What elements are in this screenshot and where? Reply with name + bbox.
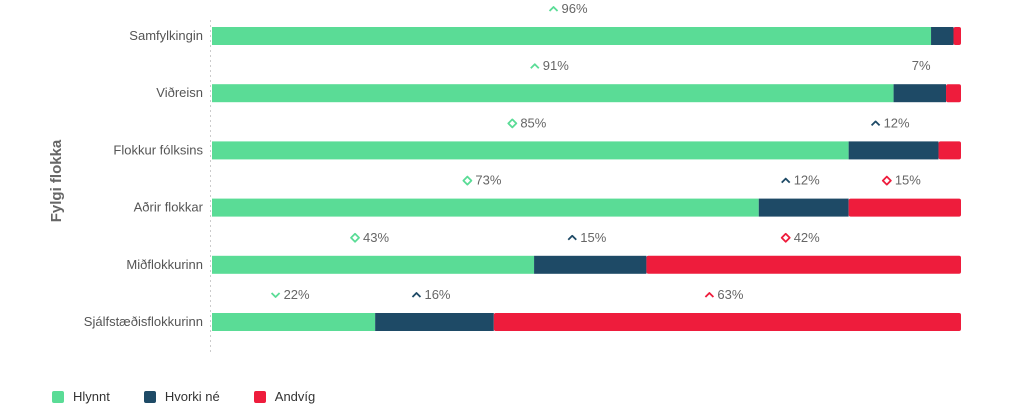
value-marker-mi-flokkurinn-hvorki-ne <box>567 234 577 241</box>
value-marker-a-rir-flokkar-hlynnt <box>462 175 473 186</box>
legend-item-hlynnt[interactable]: Hlynnt <box>52 389 110 404</box>
legend-item-hvorki-ne[interactable]: Hvorki né <box>143 389 220 404</box>
bar-samfylkingin-hlynnt[interactable] <box>212 27 932 45</box>
bar-mi-flokkurinn-hlynnt[interactable] <box>212 255 535 274</box>
bar-vi-reisn-hlynnt[interactable] <box>212 84 894 103</box>
bar-vi-reisn-andvi-g[interactable] <box>946 84 961 103</box>
value-marker-sja-lfst-isflokkurinn-andvi-g <box>704 292 715 298</box>
value-label-a-rir-flokkar-hvorki-ne: 12% <box>794 173 820 188</box>
legend-swatch-andvig <box>253 390 266 403</box>
legend-swatch-hlynnt <box>52 390 64 403</box>
value-marker-flokkur-fo-lksins-hlynnt <box>507 118 518 129</box>
bar-flokkur-fo-lksins-hvorki-ne[interactable] <box>848 141 939 160</box>
value-label-sja-lfst-isflokkurinn-hvorki-ne: 16% <box>424 287 450 302</box>
value-label-vi-reisn-hvorki-ne: 7% <box>912 58 931 73</box>
legend-item-andvig[interactable]: Andvíg <box>253 389 316 404</box>
bar-flokkur-fo-lksins-hlynnt[interactable] <box>212 141 849 160</box>
stacked-bar-chart: Fylgi flokka Samfylkingin 96% Viðreisn 91% 7… <box>48 1 961 352</box>
value-marker-sja-lfst-isflokkurinn-hlynnt <box>270 292 281 298</box>
value-marker-flokkur-fo-lksins-hvorki-ne <box>870 120 881 127</box>
value-marker-vi-reisn-hlynnt <box>530 63 540 69</box>
bar-mi-flokkurinn-hvorki-ne[interactable] <box>534 255 647 274</box>
value-label-samfylkingin-hlynnt: 96% <box>562 1 588 16</box>
legend-label-hvorki-ne: Hvorki né <box>164 389 220 404</box>
category-label-flokkur-fo-lksins: Flokkur fólksins <box>113 142 203 157</box>
legend-swatch-hvorki-ne <box>143 390 156 403</box>
bar-samfylkingin-hvorki-ne[interactable] <box>931 27 954 45</box>
bar-flokkur-fo-lksins-andvi-g[interactable] <box>938 141 961 160</box>
value-label-a-rir-flokkar-hlynnt: 73% <box>475 173 501 188</box>
value-marker-mi-flokkurinn-hlynnt <box>350 232 360 243</box>
bar-samfylkingin-andvi-g[interactable] <box>953 27 961 45</box>
bar-a-rir-flokkar-hvorki-ne[interactable] <box>758 198 849 217</box>
category-label-mi-flokkurinn: Miðflokkurinn <box>126 257 203 272</box>
category-label-sja-lfst-isflokkurinn: Sjálfstæðisflokkurinn <box>84 314 203 329</box>
value-marker-a-rir-flokkar-hvorki-ne <box>781 177 791 184</box>
bar-vi-reisn-hvorki-ne[interactable] <box>893 84 947 103</box>
y-axis-label: Fylgi flokka <box>48 139 65 222</box>
bar-sja-lfst-isflokkurinn-andvi-g[interactable] <box>493 313 961 331</box>
value-label-flokkur-fo-lksins-hvorki-ne: 12% <box>884 115 910 130</box>
legend: Hlynnt Hvorki né Andvíg <box>52 389 315 404</box>
legend-label-andvig: Andvíg <box>274 389 316 404</box>
bar-a-rir-flokkar-andvi-g[interactable] <box>848 198 961 217</box>
value-marker-sja-lfst-isflokkurinn-hvorki-ne <box>411 292 422 298</box>
legend-label-hlynnt: Hlynnt <box>73 389 110 404</box>
category-label-a-rir-flokkar: Aðrir flokkar <box>134 200 204 215</box>
value-label-sja-lfst-isflokkurinn-hlynnt: 22% <box>284 287 310 302</box>
value-marker-samfylkingin-hlynnt <box>548 6 559 12</box>
value-label-a-rir-flokkar-andvi-g: 15% <box>895 173 921 188</box>
value-label-vi-reisn-hlynnt: 91% <box>543 58 569 73</box>
value-label-mi-flokkurinn-andvi-g: 42% <box>794 230 820 245</box>
value-label-sja-lfst-isflokkurinn-andvi-g: 63% <box>717 287 743 302</box>
bar-sja-lfst-isflokkurinn-hlynnt[interactable] <box>212 313 376 331</box>
value-marker-mi-flokkurinn-andvi-g <box>780 232 791 243</box>
bar-sja-lfst-isflokkurinn-hvorki-ne[interactable] <box>375 313 494 331</box>
value-label-mi-flokkurinn-hlynnt: 43% <box>363 230 389 245</box>
bar-a-rir-flokkar-hlynnt[interactable] <box>212 198 759 217</box>
value-label-mi-flokkurinn-hvorki-ne: 15% <box>580 230 606 245</box>
value-label-flokkur-fo-lksins-hlynnt: 85% <box>520 115 546 130</box>
value-marker-a-rir-flokkar-andvi-g <box>881 175 892 186</box>
bar-mi-flokkurinn-andvi-g[interactable] <box>646 255 961 274</box>
category-label-samfylkingin: Samfylkingin <box>129 28 203 43</box>
category-label-vi-reisn: Viðreisn <box>156 85 203 100</box>
